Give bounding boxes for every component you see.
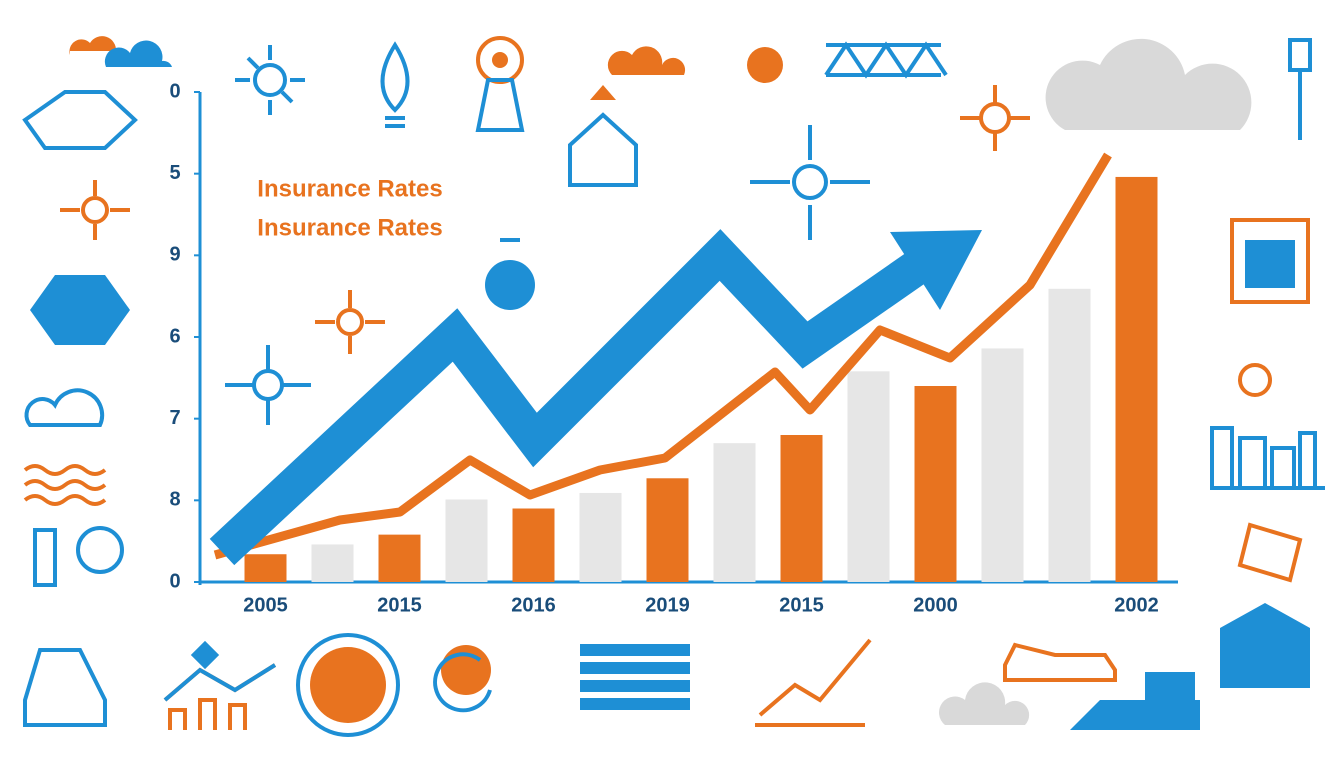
y-tick-label: 0: [169, 570, 180, 592]
bar: [244, 554, 287, 582]
y-tick-label: 0: [169, 80, 180, 102]
x-tick-label: 2002: [1114, 594, 1159, 616]
x-tick-label: 2019: [645, 594, 690, 616]
x-tick-label: 2005: [243, 594, 288, 616]
bar: [646, 478, 689, 582]
x-tick-label: 2015: [377, 594, 422, 616]
bar: [311, 544, 354, 582]
bar: [981, 348, 1024, 582]
chart-subtitle: Insurance Rates: [257, 214, 442, 241]
bar: [914, 386, 957, 582]
bar: [445, 499, 488, 582]
y-tick-label: 8: [169, 489, 180, 511]
plot: 0 8 7 6 9 5 0 2005 2015 2016 2019 2015 2000 2002: [169, 80, 1158, 616]
y-tick-label: 6: [169, 325, 180, 347]
x-tick-label: 2000: [913, 594, 958, 616]
y-tick-label: 7: [169, 407, 180, 429]
y-tick-label: 9: [169, 244, 180, 266]
trend-decor: [209, 152, 1112, 566]
bar: [512, 508, 555, 582]
decor: [22, 36, 1325, 737]
bar: [579, 492, 622, 582]
bar: [378, 534, 421, 582]
bar: [1115, 176, 1158, 582]
y-tick-label: 5: [169, 162, 180, 184]
bar: [780, 435, 823, 582]
x-tick-label: 2015: [779, 594, 824, 616]
bar: [1048, 288, 1091, 582]
x-tick-label: 2016: [511, 594, 556, 616]
chart-title: Insurance Rates: [257, 175, 442, 202]
bar: [847, 371, 890, 582]
bar: [713, 443, 756, 582]
